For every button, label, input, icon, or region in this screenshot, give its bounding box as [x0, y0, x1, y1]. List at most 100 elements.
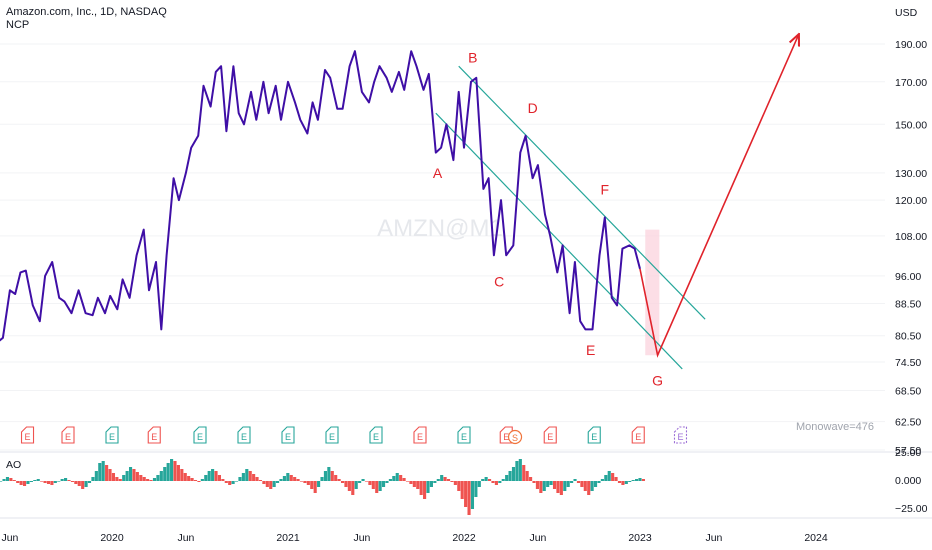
ao-bar — [64, 478, 68, 481]
ao-bar — [269, 481, 273, 489]
ao-bar — [443, 477, 447, 481]
ao-bar — [98, 463, 102, 481]
ao-bar — [19, 481, 23, 485]
ao-bar — [16, 481, 20, 483]
ao-bar — [234, 481, 239, 482]
earnings-marker — [457, 426, 471, 444]
ao-bar — [587, 481, 591, 495]
ao-bar — [402, 478, 406, 481]
ao-bar — [149, 480, 153, 481]
earnings-marker — [20, 426, 35, 444]
earnings-marker — [673, 426, 688, 444]
earnings-marker-text: E — [241, 432, 247, 442]
ao-bar — [180, 469, 184, 481]
earnings-marker-text: E — [591, 432, 597, 442]
wave-label-f: F — [601, 181, 610, 197]
ao-bar — [440, 475, 444, 481]
ao-bar — [87, 481, 92, 483]
ao-bar — [546, 481, 550, 487]
ao-bar — [197, 481, 201, 482]
ao-bar — [426, 481, 430, 493]
ao-bar — [60, 479, 64, 481]
ao-bar — [395, 473, 399, 481]
ao-bar — [419, 481, 423, 495]
time-tick-label: 2021 — [276, 532, 300, 544]
price-tick-label: 62.50 — [895, 417, 921, 429]
ao-bar — [262, 481, 266, 484]
ao-bar — [200, 479, 204, 481]
ao-bar — [488, 479, 492, 481]
ao-bar — [405, 481, 410, 482]
ao-bar — [276, 481, 280, 483]
ao-bar — [207, 471, 211, 481]
price-tick-label: 74.50 — [895, 357, 921, 369]
ao-bar — [77, 481, 81, 486]
earnings-marker — [543, 426, 557, 444]
ao-bar — [282, 476, 286, 481]
ao-bar — [142, 477, 146, 481]
price-tick-label: 130.00 — [895, 168, 927, 180]
price-line — [0, 50, 641, 342]
time-tick-label: Jun — [353, 532, 370, 544]
ao-bar — [556, 481, 560, 493]
channel-lines — [435, 65, 706, 370]
ao-bar — [152, 478, 157, 481]
ao-bar — [252, 474, 256, 481]
ao-bar — [105, 465, 109, 481]
time-tick-label: 2024 — [804, 532, 828, 544]
ao-bar — [299, 481, 304, 482]
time-axis[interactable]: Jun 2020 Jun 2021 Jun 2022 Jun 2023 Jun 2024 — [1, 532, 827, 544]
ao-bar — [5, 477, 10, 481]
earnings-marker-text: E — [677, 432, 683, 442]
ao-bar — [306, 481, 310, 485]
ao-bar — [351, 481, 355, 495]
ao-bar — [245, 469, 249, 481]
ao-bar — [146, 479, 150, 481]
ao-tick-label: −25.00 — [895, 503, 928, 515]
ao-bar — [638, 478, 642, 481]
ao-bar — [484, 477, 488, 481]
ao-bar — [40, 481, 44, 482]
ao-bar — [122, 475, 126, 481]
ao-bar — [576, 481, 581, 483]
ao-bar — [354, 481, 358, 489]
earnings-marker — [369, 426, 383, 444]
earnings-marker — [631, 426, 645, 444]
price-axis[interactable]: 190.00 170.00 150.00 130.00 120.00 108.00 96.0… — [895, 39, 927, 457]
channel-upper — [458, 65, 706, 320]
ao-bar — [214, 471, 218, 481]
earnings-marker — [281, 426, 295, 444]
earnings-marker-text: E — [503, 432, 509, 442]
wave-labels: A B C D E F G — [433, 49, 663, 388]
ao-bar — [628, 481, 632, 482]
ao-bar — [255, 477, 259, 481]
ao-bar — [450, 481, 454, 482]
ao-bar — [457, 481, 461, 491]
ao-bar — [224, 481, 228, 483]
ao-bar — [580, 481, 584, 487]
ao-bar — [258, 480, 263, 481]
ao-bar — [33, 480, 37, 481]
earnings-marker-text: E — [197, 432, 203, 442]
earnings-marker-text: E — [417, 432, 423, 442]
ao-bar — [135, 472, 139, 481]
ao-bar — [57, 481, 61, 482]
ao-bar — [170, 459, 174, 481]
earnings-marker-text: E — [373, 432, 379, 442]
ao-bar — [176, 465, 180, 481]
ao-bar — [505, 475, 509, 481]
ao-bar — [563, 481, 567, 491]
ao-bar — [193, 480, 198, 481]
ao-bar — [53, 481, 57, 483]
ao-bar — [597, 481, 601, 483]
projection-line — [639, 35, 798, 358]
channel-lower — [435, 112, 683, 370]
ao-bar — [296, 479, 300, 481]
ao-bar — [570, 481, 574, 483]
ao-bar — [617, 481, 622, 483]
ao-bar — [429, 481, 433, 487]
ao-bar — [600, 479, 604, 481]
price-tick-label: 68.50 — [895, 386, 921, 398]
ao-bar — [310, 481, 314, 489]
